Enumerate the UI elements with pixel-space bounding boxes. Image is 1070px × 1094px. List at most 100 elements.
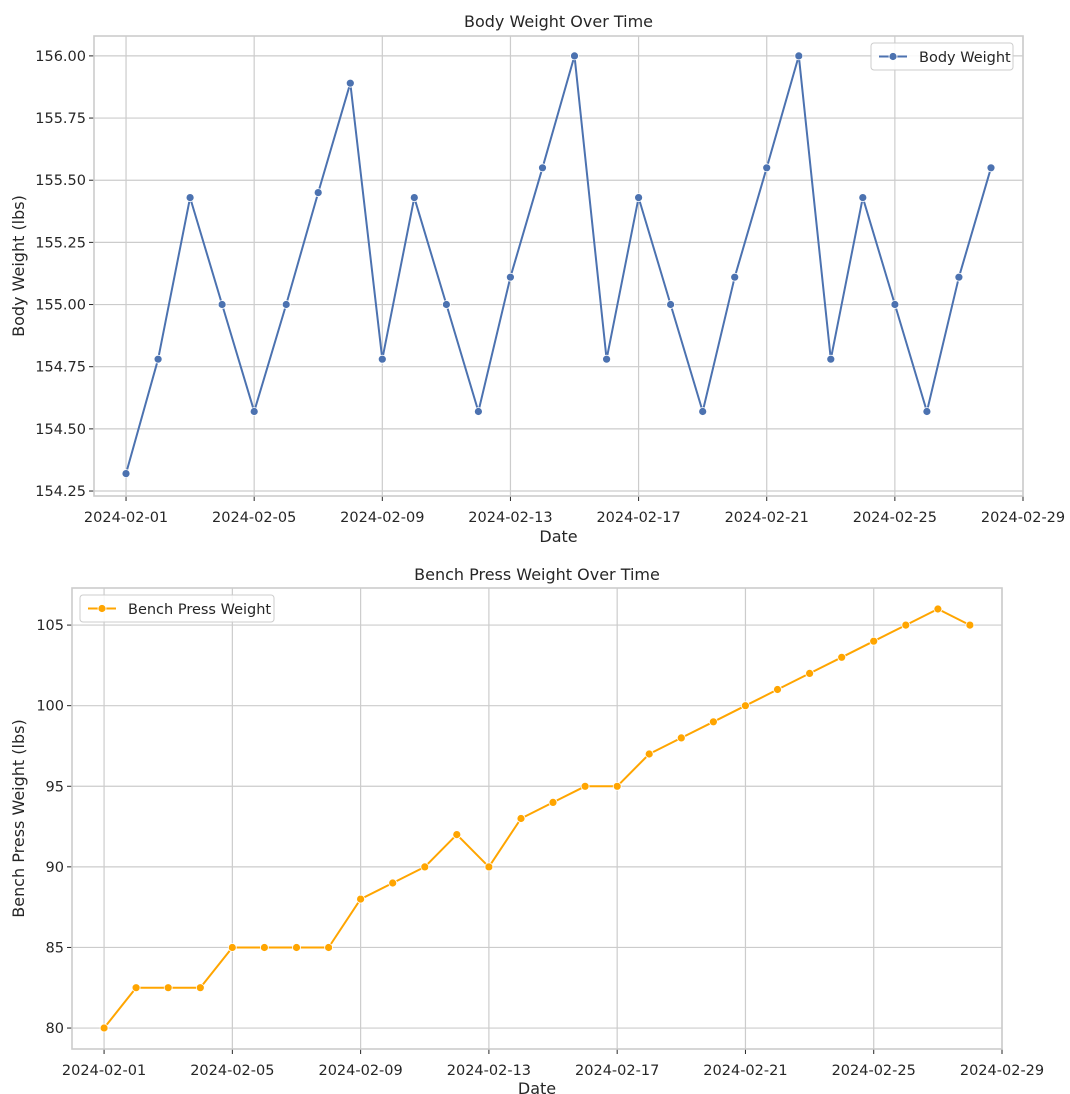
data-point (484, 862, 494, 872)
data-point (837, 652, 847, 662)
data-point (644, 749, 654, 759)
data-point (580, 781, 590, 791)
data-point (709, 717, 718, 727)
data-point (634, 193, 643, 203)
data-point (826, 354, 836, 364)
data-point (99, 1023, 109, 1033)
data-point (292, 943, 301, 952)
data-point (121, 469, 131, 479)
y-tick-label: 156.00 (35, 49, 86, 65)
data-point (858, 193, 868, 203)
chart-2: 2024-02-01 2024-02-05 2024-02-09 2024-02-13… (9, 565, 1044, 1094)
y-tick-label: 95 (46, 779, 64, 795)
y-tick-label: 155.00 (35, 298, 86, 314)
data-point (794, 51, 804, 61)
data-point (741, 701, 750, 711)
y-tick-label: 155.25 (35, 235, 86, 251)
chart-1: 2024-02-01 2024-02-05 2024-02-09 2024-02-13… (9, 12, 1065, 546)
data-point (548, 798, 558, 807)
legend-marker-swatch (888, 52, 898, 61)
data-point (612, 781, 622, 791)
y-axis-label: Body Weight (lbs) (9, 195, 28, 337)
data-point (356, 894, 366, 904)
series-line (103, 608, 971, 1029)
x-tick-label: 2024-02-09 (340, 510, 424, 526)
x-tick-label: 2024-02-29 (960, 1063, 1044, 1079)
data-point (249, 407, 259, 416)
x-tick-label: 2024-02-01 (84, 510, 168, 526)
y-tick-label: 100 (36, 699, 64, 715)
series-line (125, 54, 992, 474)
y-tick-label: 80 (46, 1021, 64, 1037)
plot-frame (93, 35, 1024, 497)
y-tick-label: 155.75 (35, 111, 86, 127)
data-point (163, 983, 173, 993)
x-tick-label: 2024-02-09 (318, 1063, 402, 1079)
data-point (922, 407, 932, 416)
data-point (570, 51, 579, 61)
x-tick-label: 2024-02-05 (212, 510, 296, 526)
legend-box (79, 594, 275, 623)
x-tick-label: 2024-02-01 (62, 1063, 146, 1079)
data-point (409, 193, 419, 203)
data-point (730, 272, 740, 282)
x-axis-label: Date (518, 1079, 556, 1094)
legend-marker-swatch (97, 604, 107, 613)
data-point (505, 272, 515, 282)
data-point (516, 814, 526, 823)
legend-box (870, 42, 1014, 71)
legend-label: Body Weight (919, 50, 1011, 66)
data-point (901, 620, 911, 630)
y-tick-label: 105 (36, 618, 64, 634)
x-tick-label: 2024-02-25 (853, 510, 937, 526)
data-point (890, 300, 900, 309)
y-tick-label: 154.25 (35, 484, 86, 500)
data-point (933, 604, 943, 614)
data-point (345, 78, 355, 88)
data-point (420, 862, 430, 872)
x-tick-label: 2024-02-17 (575, 1063, 659, 1079)
chart-title: Bench Press Weight Over Time (414, 565, 660, 584)
y-tick-label: 85 (46, 940, 64, 956)
x-tick-label: 2024-02-13 (447, 1063, 531, 1079)
x-tick-label: 2024-02-21 (703, 1063, 787, 1079)
data-point (195, 983, 205, 993)
data-point (452, 830, 462, 839)
data-point (388, 878, 398, 888)
data-point (313, 188, 323, 198)
data-point (473, 407, 483, 416)
data-point (281, 300, 291, 309)
legend-label: Bench Press Weight (128, 602, 271, 618)
data-point (441, 300, 451, 309)
y-tick-label: 90 (46, 860, 64, 876)
data-point (954, 272, 964, 282)
data-point (153, 354, 163, 364)
x-tick-label: 2024-02-17 (596, 510, 680, 526)
data-point (259, 943, 269, 952)
data-point (965, 620, 975, 630)
legend: Bench Press Weight (79, 594, 275, 623)
chart-title: Body Weight Over Time (464, 12, 653, 31)
data-point (773, 685, 782, 694)
y-axis-label: Bench Press Weight (lbs) (9, 719, 28, 917)
x-tick-label: 2024-02-25 (832, 1063, 916, 1079)
y-tick-label: 155.50 (35, 173, 86, 189)
x-tick-label: 2024-02-29 (981, 510, 1065, 526)
data-point (805, 669, 814, 678)
x-tick-label: 2024-02-05 (190, 1063, 274, 1079)
legend: Body Weight (870, 42, 1014, 71)
data-point (602, 354, 611, 364)
data-point (377, 354, 387, 364)
data-point (217, 300, 227, 309)
y-tick-label: 154.75 (35, 360, 86, 376)
data-point (762, 163, 772, 173)
data-point (869, 636, 879, 646)
data-point (986, 163, 996, 173)
data-point (666, 300, 675, 309)
x-tick-label: 2024-02-13 (468, 510, 552, 526)
data-point (324, 943, 334, 952)
plot-frame (71, 587, 1003, 1050)
data-point (676, 733, 686, 743)
y-tick-label: 154.50 (35, 422, 86, 438)
data-point (698, 407, 708, 416)
